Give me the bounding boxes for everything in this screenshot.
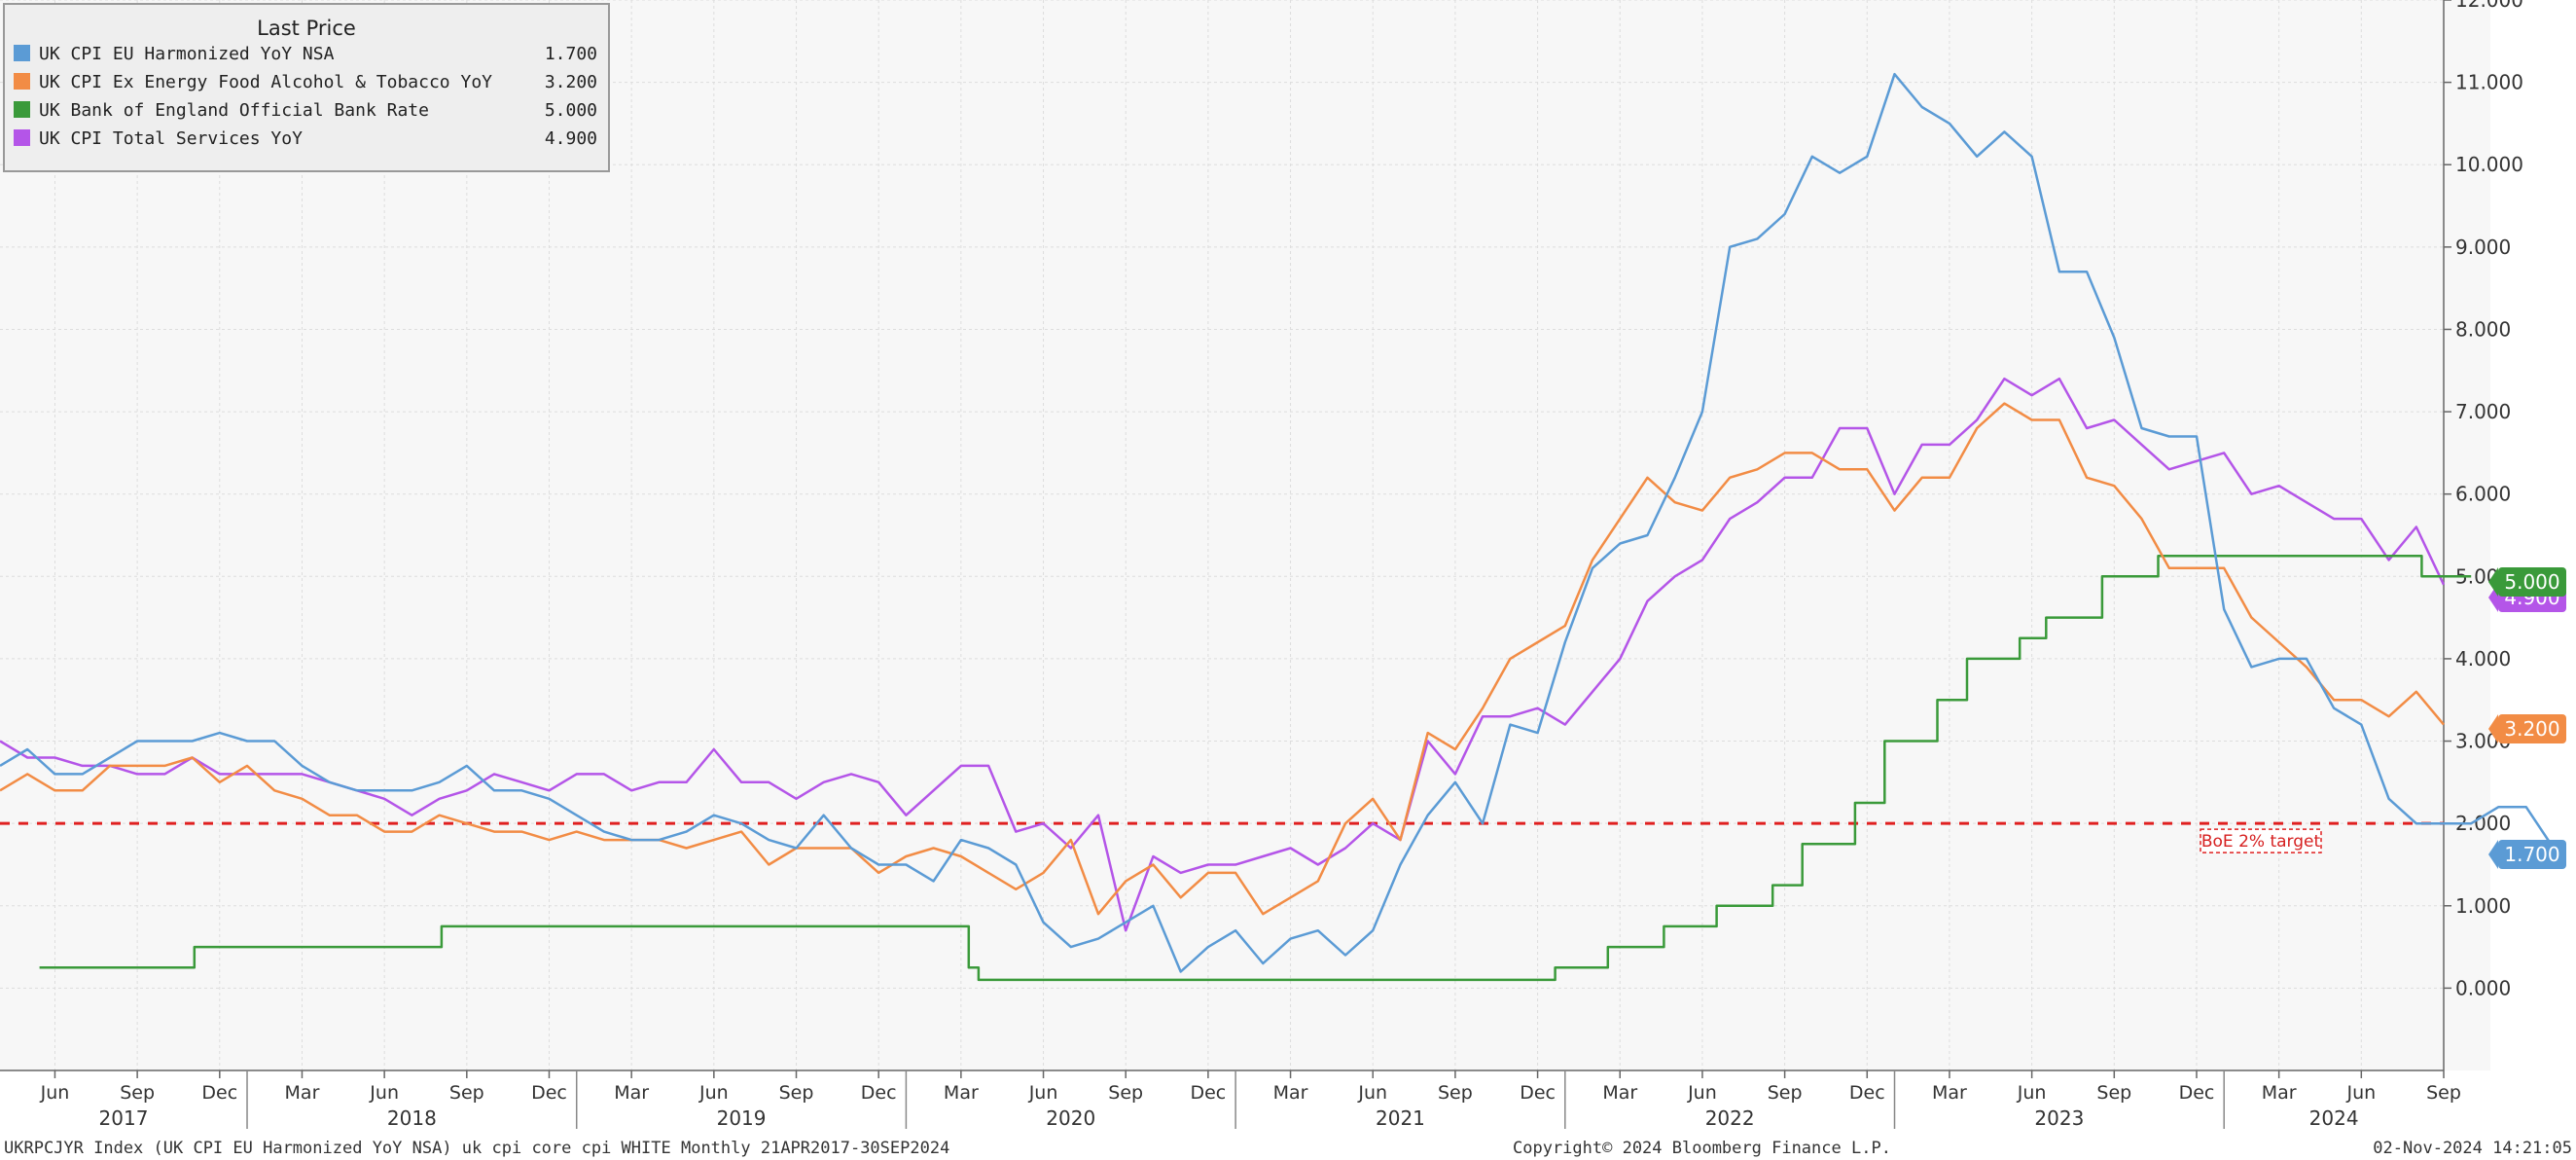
last-value-badge: 5.000 (2488, 567, 2566, 597)
y-tick-label: 7.000 (2455, 400, 2511, 423)
legend: Last Price UK CPI EU Harmonized YoY NSA 1… (3, 3, 610, 172)
target-line-group: BoE 2% target (0, 821, 2444, 853)
series-line (0, 377, 2446, 932)
x-tick-label: Dec (861, 1082, 897, 1104)
badge-value: 1.700 (2504, 843, 2559, 866)
x-tick-label: Mar (2262, 1082, 2297, 1104)
series-lines (0, 72, 2555, 982)
x-tick-label: Jun (2345, 1082, 2376, 1104)
legend-swatch (14, 101, 30, 118)
target-label: BoE 2% target (2201, 832, 2321, 852)
y-tick-label: 8.000 (2455, 317, 2511, 341)
legend-entry-name: UK CPI Ex Energy Food Alcohol & Tobacco … (39, 72, 492, 92)
x-year-label: 2019 (717, 1106, 767, 1130)
series-line (0, 72, 2555, 973)
x-tick-label: Sep (2426, 1082, 2461, 1104)
footer-source: UKRPCJYR Index (UK CPI EU Harmonized YoY… (4, 1139, 949, 1158)
x-tick-label: Dec (531, 1082, 567, 1104)
x-year-label: 2017 (99, 1106, 149, 1130)
y-tick-label: 6.000 (2455, 483, 2511, 506)
x-tick-label: Jun (40, 1082, 70, 1104)
last-value-badge: 1.700 (2488, 840, 2566, 869)
badge-pointer (2488, 567, 2498, 597)
legend-box (3, 3, 610, 172)
footer: UKRPCJYR Index (UK CPI EU Harmonized YoY… (4, 1139, 2572, 1158)
legend-entry-value: 4.900 (545, 128, 597, 149)
x-tick-label: Sep (120, 1082, 155, 1104)
badge-pointer (2488, 714, 2498, 743)
y-tick-label: 4.000 (2455, 647, 2511, 671)
x-tick-label: Dec (201, 1082, 237, 1104)
footer-timestamp: 02-Nov-2024 14:21:05 (2373, 1139, 2572, 1158)
x-tick-label: Sep (1768, 1082, 1803, 1104)
legend-swatch (14, 129, 30, 146)
x-tick-label: Sep (779, 1082, 814, 1104)
x-tick-label: Dec (1849, 1082, 1885, 1104)
x-tick-label: Sep (449, 1082, 484, 1104)
x-tick-label: Dec (2179, 1082, 2215, 1104)
legend-entry-value: 5.000 (545, 100, 597, 121)
x-tick-label: Jun (1357, 1082, 1387, 1104)
y-axis: 0.0001.0002.0003.0004.0005.0006.0007.000… (2443, 0, 2523, 1070)
y-tick-label: 9.000 (2455, 236, 2511, 259)
x-tick-label: Jun (1687, 1082, 1717, 1104)
x-tick-label: Jun (2017, 1082, 2047, 1104)
y-tick-label: 12.000 (2455, 0, 2523, 12)
y-tick-label: 0.000 (2455, 976, 2511, 999)
x-tick-label: Mar (944, 1082, 979, 1104)
series-line (39, 554, 2472, 982)
series-line (0, 402, 2445, 916)
x-tick-label: Jun (369, 1082, 399, 1104)
badge-pointer (2488, 840, 2498, 869)
x-tick-label: Jun (1028, 1082, 1058, 1104)
x-year-label: 2018 (387, 1106, 437, 1130)
badge-background (2498, 567, 2566, 597)
plot-background (0, 0, 2490, 1070)
legend-entry-name: UK Bank of England Official Bank Rate (39, 100, 429, 121)
x-tick-label: Dec (1520, 1082, 1556, 1104)
x-year-label: 2022 (1705, 1106, 1755, 1130)
x-tick-label: Sep (1108, 1082, 1143, 1104)
x-tick-label: Mar (285, 1082, 320, 1104)
x-year-label: 2021 (1376, 1106, 1425, 1130)
legend-entry-name: UK CPI Total Services YoY (39, 128, 303, 149)
x-year-label: 2020 (1046, 1106, 1095, 1130)
x-year-label: 2024 (2309, 1106, 2359, 1130)
y-tick-label: 10.000 (2455, 153, 2523, 176)
x-year-label: 2023 (2034, 1106, 2084, 1130)
x-tick-label: Mar (614, 1082, 649, 1104)
legend-title: Last Price (257, 17, 356, 40)
x-axis: Jun Sep Dec Mar Jun Sep Dec Mar Jun Sep Dec Mar Jun S… (0, 1069, 2461, 1130)
legend-swatch (14, 45, 30, 61)
badge-background (2498, 840, 2566, 869)
y-tick-label: 1.000 (2455, 894, 2511, 918)
badge-background (2498, 714, 2566, 743)
x-tick-label: Jun (698, 1082, 729, 1104)
x-tick-label: Sep (1438, 1082, 1473, 1104)
footer-copyright: Copyright© 2024 Bloomberg Finance L.P. (1513, 1139, 1891, 1158)
target-label-box (2200, 828, 2322, 853)
legend-entry-value: 1.700 (545, 44, 597, 64)
badge-value: 3.200 (2504, 717, 2559, 741)
x-tick-label: Mar (1932, 1082, 1967, 1104)
x-tick-label: Sep (2096, 1082, 2131, 1104)
y-tick-label: 11.000 (2455, 71, 2523, 94)
legend-swatch (14, 73, 30, 90)
last-value-badge: 3.200 (2488, 714, 2566, 743)
x-tick-label: Mar (1273, 1082, 1308, 1104)
x-tick-label: Dec (1190, 1082, 1226, 1104)
legend-entry-value: 3.200 (545, 72, 597, 92)
badge-value: 5.000 (2504, 570, 2559, 594)
x-tick-label: Mar (1602, 1082, 1637, 1104)
legend-entry-name: UK CPI EU Harmonized YoY NSA (39, 44, 335, 64)
